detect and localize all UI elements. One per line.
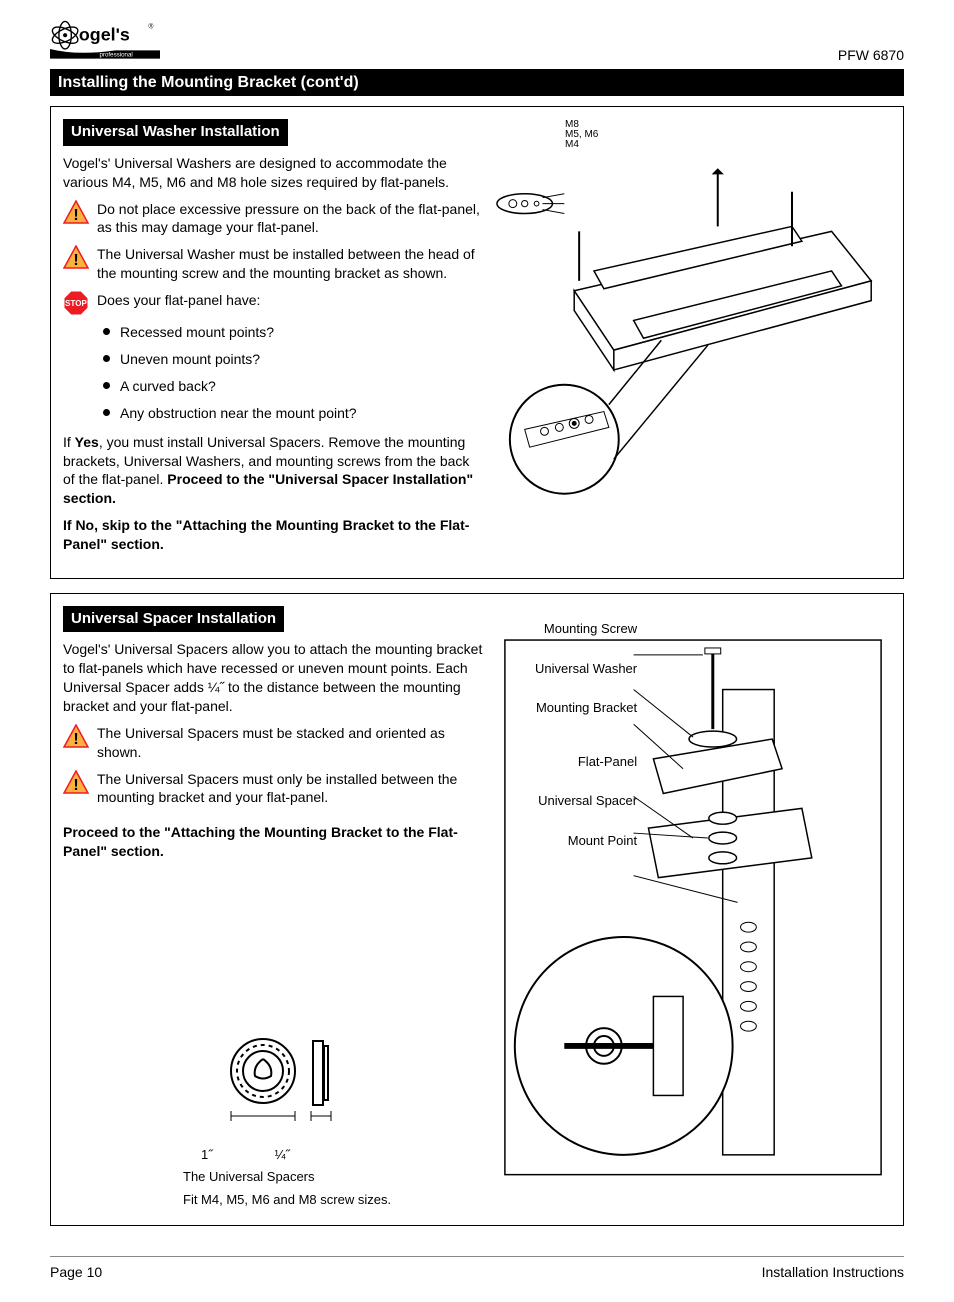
footer-doc: Installation Instructions [762,1263,904,1282]
bullet-2: A curved back? [120,377,216,396]
warning-icon: ! [63,724,89,748]
brand-logo: ogel's ® professional [50,20,160,65]
callout-list: Mounting Screw Universal Washer Mounting… [535,620,637,871]
svg-text:!: ! [73,777,78,794]
bullet-list: Recessed mount points? Uneven mount poin… [103,323,483,423]
warn-row-3: ! The Universal Spacers must be stacked … [63,724,483,762]
warn-row-2: ! The Universal Washer must be installed… [63,245,483,283]
section-spacer: Universal Spacer Installation Vogel's' U… [50,593,904,1226]
warning-icon: ! [63,245,89,269]
svg-text:!: ! [73,207,78,224]
warn-row-1: ! Do not place excessive pressure on the… [63,200,483,238]
proceed-para: Proceed to the "Attaching the Mounting B… [63,823,483,861]
section2-intro: Vogel's' Universal Spacers allow you to … [63,640,483,716]
warning-icon: ! [63,770,89,794]
yes-para: If Yes, you must install Universal Space… [63,433,483,509]
warn-row-4: ! The Universal Spacers must only be ins… [63,770,483,808]
svg-text:ogel's: ogel's [79,25,130,45]
section1-figure: M8 M5, M6 M4 [495,119,891,562]
brand-sub-text: professional [100,52,133,59]
spacer-caption1: The Universal Spacers [183,1168,423,1186]
warn2-text: The Universal Washer must be installed b… [97,245,483,283]
svg-text:!: ! [73,252,78,269]
product-code: PFW 6870 [838,46,904,65]
section-washer: Universal Washer Installation Vogel's' U… [50,106,904,579]
svg-text:®: ® [148,22,153,30]
warn3-text: The Universal Spacers must be stacked an… [97,724,483,762]
warn4-text: The Universal Spacers must only be insta… [97,770,483,808]
washer-label-group: M8 M5, M6 M4 [565,119,598,149]
page: ogel's ® professional PFW 6870 Installin… [0,0,954,1302]
bullet-3: Any obstruction near the mount point? [120,404,357,423]
section2-header: Universal Spacer Installation [63,606,284,632]
spacer-caption2: Fit M4, M5, M6 and M8 screw sizes. [183,1191,423,1209]
section1-header: Universal Washer Installation [63,119,288,145]
page-title-bar: Installing the Mounting Bracket (cont'd) [50,69,904,97]
bullet-0: Recessed mount points? [120,323,274,342]
header-row: ogel's ® professional PFW 6870 [50,20,904,65]
svg-text:!: ! [73,731,78,748]
section2-figure: Mounting Screw Universal Washer Mounting… [495,606,891,1209]
spacer-small-diagram: 1˝ ¼˝ The Universal Spacers Fit M4, M5, … [183,1021,423,1209]
warn1-text: Do not place excessive pressure on the b… [97,200,483,238]
warning-icon: ! [63,200,89,224]
section2-text: Universal Spacer Installation Vogel's' U… [63,606,483,1209]
footer: Page 10 Installation Instructions [50,1256,904,1282]
section1-text: Universal Washer Installation Vogel's' U… [63,119,483,562]
washer-diagram [495,119,891,562]
footer-page: Page 10 [50,1263,102,1282]
stop-icon: STOP [63,291,89,315]
svg-text:STOP: STOP [65,299,87,308]
bullet-1: Uneven mount points? [120,350,260,369]
section1-intro: Vogel's' Universal Washers are designed … [63,154,483,192]
stop-question: Does your flat-panel have: [97,291,260,310]
no-para: If No, skip to the "Attaching the Mounti… [63,516,483,554]
stop-row: STOP Does your flat-panel have: [63,291,483,315]
